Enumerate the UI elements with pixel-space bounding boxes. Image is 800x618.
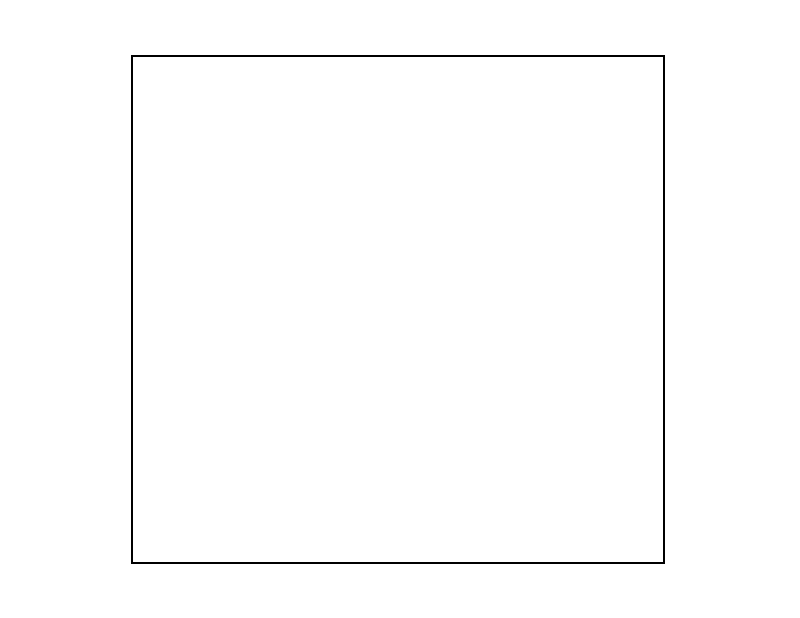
colorbar [714, 58, 752, 558]
map-canvas [133, 57, 663, 562]
